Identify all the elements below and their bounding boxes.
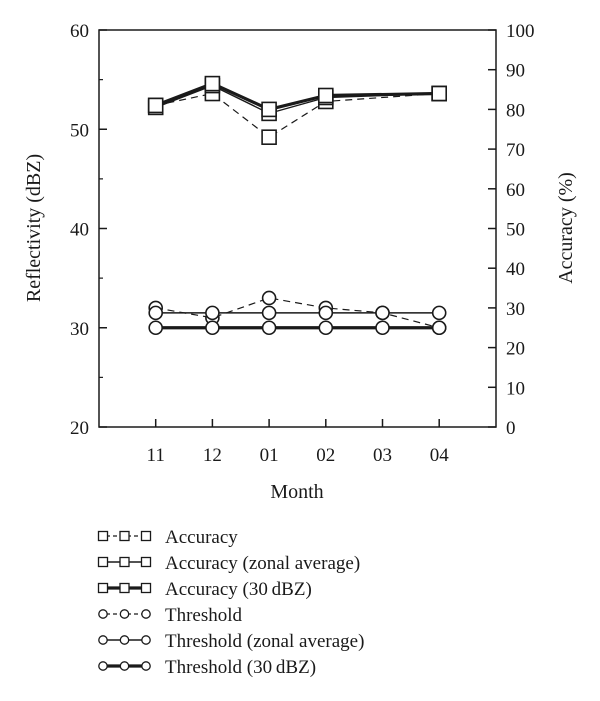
square-marker [140,582,152,594]
circle-marker [261,320,277,336]
legend-label: Accuracy [165,527,238,548]
right-axis-ticks: 0 10 20 30 40 50 60 70 80 90 100 [488,21,535,439]
circle-marker [141,635,151,645]
x-tick-label: 04 [430,445,450,466]
legend-label: Threshold (zonal average) [165,631,364,652]
right-tick-label: 90 [506,61,525,82]
legend-item: Threshold [98,605,243,626]
right-tick-label: 70 [506,140,525,161]
x-axis-ticks: 11 12 01 02 03 04 [147,419,450,466]
series-line [155,297,440,329]
right-tick-label: 0 [506,418,516,439]
right-axis-title: Accuracy (%) [555,172,577,284]
square-marker [317,87,334,104]
legend-item: Threshold (zonal average) [98,631,364,652]
right-tick-label: 30 [506,299,525,320]
square-marker [97,530,109,542]
x-tick-label: 01 [260,445,279,466]
legend-label: Threshold (30 dBZ) [165,657,316,678]
square-marker [97,582,109,594]
legend-item: Accuracy (zonal average) [97,553,360,574]
square-marker [140,556,152,568]
circle-marker [318,305,334,321]
legend-label: Threshold [165,605,243,626]
circle-marker [375,320,390,336]
right-tick-label: 10 [506,378,525,399]
legend-item: Accuracy (30 dBZ) [97,579,312,600]
square-marker [147,97,164,114]
series-5 [148,320,447,336]
circle-marker [148,320,163,336]
series-2 [147,75,448,118]
circle-marker [98,609,108,619]
left-tick-label: 60 [70,21,89,42]
circle-marker [148,305,163,321]
circle-marker [119,635,130,645]
square-marker [261,129,277,145]
series-1 [147,77,448,122]
x-tick-label: 12 [203,445,222,466]
x-axis-title: Month [270,481,323,503]
circle-marker [119,661,130,671]
circle-marker [205,305,220,321]
square-marker [204,75,221,92]
circle-marker [205,320,220,336]
x-tick-label: 11 [147,445,165,466]
square-marker [119,530,130,542]
right-tick-label: 50 [506,220,525,241]
circle-marker [98,661,108,671]
series-layer [147,75,448,336]
left-tick-label: 50 [70,120,89,141]
circle-marker [141,609,151,619]
right-tick-label: 100 [506,21,535,42]
square-marker [261,101,277,118]
legend-item: Accuracy [97,527,238,548]
circle-marker [431,320,447,336]
square-marker [119,556,130,568]
circle-marker [98,635,108,645]
circle-marker [375,305,390,321]
series-4 [148,305,447,321]
left-axis-title: Reflectivity (dBZ) [23,154,45,302]
right-tick-label: 80 [506,100,525,121]
legend-label: Accuracy (30 dBZ) [165,579,312,600]
square-marker [119,582,130,594]
legend-item: Threshold (30 dBZ) [98,657,316,678]
x-tick-label: 02 [316,445,335,466]
circle-marker [141,661,151,671]
right-tick-label: 20 [506,339,525,360]
circle-marker [261,305,277,321]
square-marker [97,556,109,568]
square-marker [140,530,152,542]
left-tick-label: 20 [70,418,89,439]
left-tick-label: 30 [70,319,89,340]
left-axis-ticks: 20 30 40 50 60 [70,21,107,439]
legend: Accuracy Accuracy (zonal average) Accuracy… [97,527,364,678]
circle-marker [431,305,447,321]
series-line [155,92,440,138]
legend-label: Accuracy (zonal average) [165,553,360,574]
right-tick-label: 40 [506,259,525,280]
right-tick-label: 60 [506,180,525,201]
circle-marker [261,290,277,306]
x-tick-label: 03 [373,445,392,466]
left-tick-label: 40 [70,220,89,241]
square-marker [431,85,448,102]
circle-marker [119,609,130,619]
circle-marker [318,320,334,336]
